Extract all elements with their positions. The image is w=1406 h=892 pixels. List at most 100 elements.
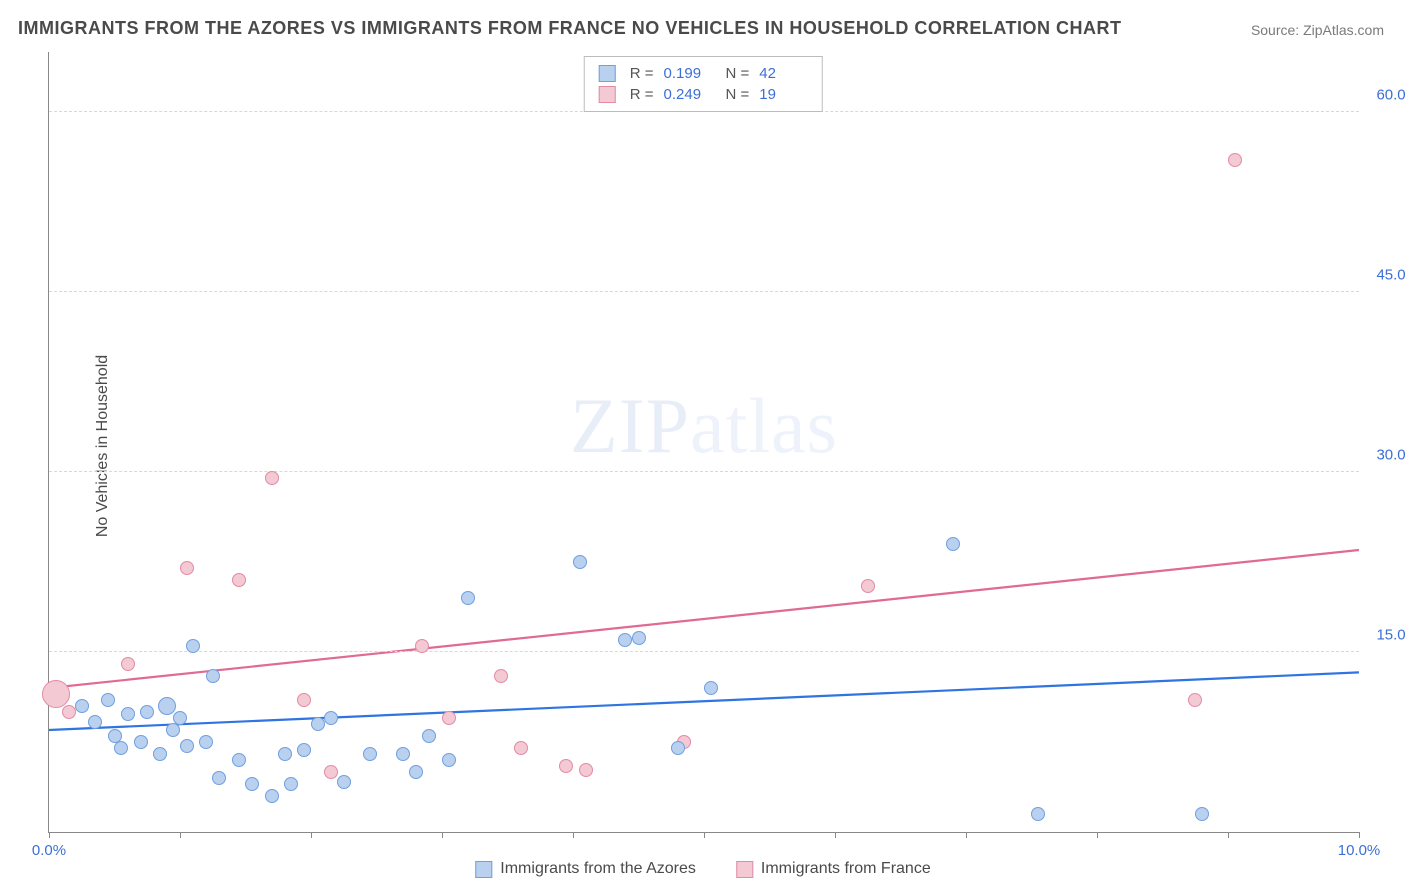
swatch-azores — [599, 65, 616, 82]
point-azores — [166, 723, 180, 737]
stat-n-label: N = — [726, 65, 750, 82]
y-tick-label: 30.0% — [1376, 447, 1406, 464]
point-azores — [114, 741, 128, 755]
x-tick-label: 10.0% — [1338, 842, 1381, 859]
point-azores — [232, 753, 246, 767]
watermark-right: atlas — [690, 382, 838, 469]
legend-label-france: Immigrants from France — [761, 860, 931, 878]
point-azores — [671, 741, 685, 755]
point-azores — [422, 729, 436, 743]
stat-n-label: N = — [726, 86, 750, 103]
point-azores — [704, 681, 718, 695]
gridline-h — [49, 471, 1359, 472]
point-azores — [206, 669, 220, 683]
x-tick — [1097, 832, 1098, 838]
point-azores — [337, 775, 351, 789]
point-azores — [101, 693, 115, 707]
y-tick-label: 15.0% — [1376, 627, 1406, 644]
legend-item-france: Immigrants from France — [736, 860, 931, 878]
scatter-plot: ZIPatlas 15.0%30.0%45.0%60.0%0.0%10.0% — [48, 52, 1359, 833]
point-azores — [265, 789, 279, 803]
point-france — [861, 579, 875, 593]
point-azores — [121, 707, 135, 721]
stat-r-label: R = — [630, 86, 654, 103]
point-azores — [946, 537, 960, 551]
x-tick — [442, 832, 443, 838]
point-france — [232, 573, 246, 587]
point-azores — [140, 705, 154, 719]
x-tick — [704, 832, 705, 838]
point-france — [1228, 153, 1242, 167]
point-azores — [173, 711, 187, 725]
point-azores — [158, 697, 176, 715]
y-tick-label: 45.0% — [1376, 267, 1406, 284]
x-tick — [573, 832, 574, 838]
legend-stats-box: R = 0.199 N = 42 R = 0.249 N = 19 — [584, 56, 823, 112]
point-azores — [199, 735, 213, 749]
swatch-france — [599, 86, 616, 103]
point-azores — [461, 591, 475, 605]
point-azores — [324, 711, 338, 725]
point-azores — [278, 747, 292, 761]
point-azores — [363, 747, 377, 761]
watermark-text: ZIPatlas — [570, 381, 838, 471]
point-azores — [442, 753, 456, 767]
point-france — [121, 657, 135, 671]
x-tick — [966, 832, 967, 838]
x-tick — [1359, 832, 1360, 838]
point-france — [180, 561, 194, 575]
watermark-left: ZIP — [570, 382, 690, 469]
swatch-azores — [475, 861, 492, 878]
point-france — [62, 705, 76, 719]
point-azores — [311, 717, 325, 731]
point-azores — [618, 633, 632, 647]
x-tick — [1228, 832, 1229, 838]
point-azores — [134, 735, 148, 749]
point-azores — [186, 639, 200, 653]
x-tick — [835, 832, 836, 838]
point-france — [1188, 693, 1202, 707]
point-france — [559, 759, 573, 773]
point-france — [442, 711, 456, 725]
legend-item-azores: Immigrants from the Azores — [475, 860, 696, 878]
point-azores — [75, 699, 89, 713]
gridline-h — [49, 291, 1359, 292]
point-azores — [573, 555, 587, 569]
trend-line-france — [49, 550, 1359, 688]
point-azores — [1195, 807, 1209, 821]
stat-r-azores: 0.199 — [664, 65, 712, 82]
page-title: IMMIGRANTS FROM THE AZORES VS IMMIGRANTS… — [18, 18, 1122, 39]
swatch-france — [736, 861, 753, 878]
point-azores — [284, 777, 298, 791]
point-france — [579, 763, 593, 777]
stat-r-label: R = — [630, 65, 654, 82]
x-tick — [49, 832, 50, 838]
gridline-h — [49, 651, 1359, 652]
x-tick-label: 0.0% — [32, 842, 66, 859]
x-tick — [180, 832, 181, 838]
x-tick — [311, 832, 312, 838]
point-azores — [245, 777, 259, 791]
point-azores — [88, 715, 102, 729]
legend-label-azores: Immigrants from the Azores — [500, 860, 696, 878]
stat-n-azores: 42 — [759, 65, 807, 82]
stat-n-france: 19 — [759, 86, 807, 103]
legend-stats-row-azores: R = 0.199 N = 42 — [599, 63, 808, 84]
point-azores — [632, 631, 646, 645]
source-attribution: Source: ZipAtlas.com — [1251, 22, 1384, 38]
y-tick-label: 60.0% — [1376, 87, 1406, 104]
point-azores — [396, 747, 410, 761]
point-azores — [409, 765, 423, 779]
stat-r-france: 0.249 — [664, 86, 712, 103]
trend-line-azores — [49, 672, 1359, 730]
point-france — [415, 639, 429, 653]
point-azores — [180, 739, 194, 753]
point-azores — [153, 747, 167, 761]
legend-series: Immigrants from the Azores Immigrants fr… — [475, 860, 930, 878]
point-france — [265, 471, 279, 485]
point-france — [494, 669, 508, 683]
point-france — [297, 693, 311, 707]
point-france — [514, 741, 528, 755]
point-azores — [1031, 807, 1045, 821]
point-france — [324, 765, 338, 779]
